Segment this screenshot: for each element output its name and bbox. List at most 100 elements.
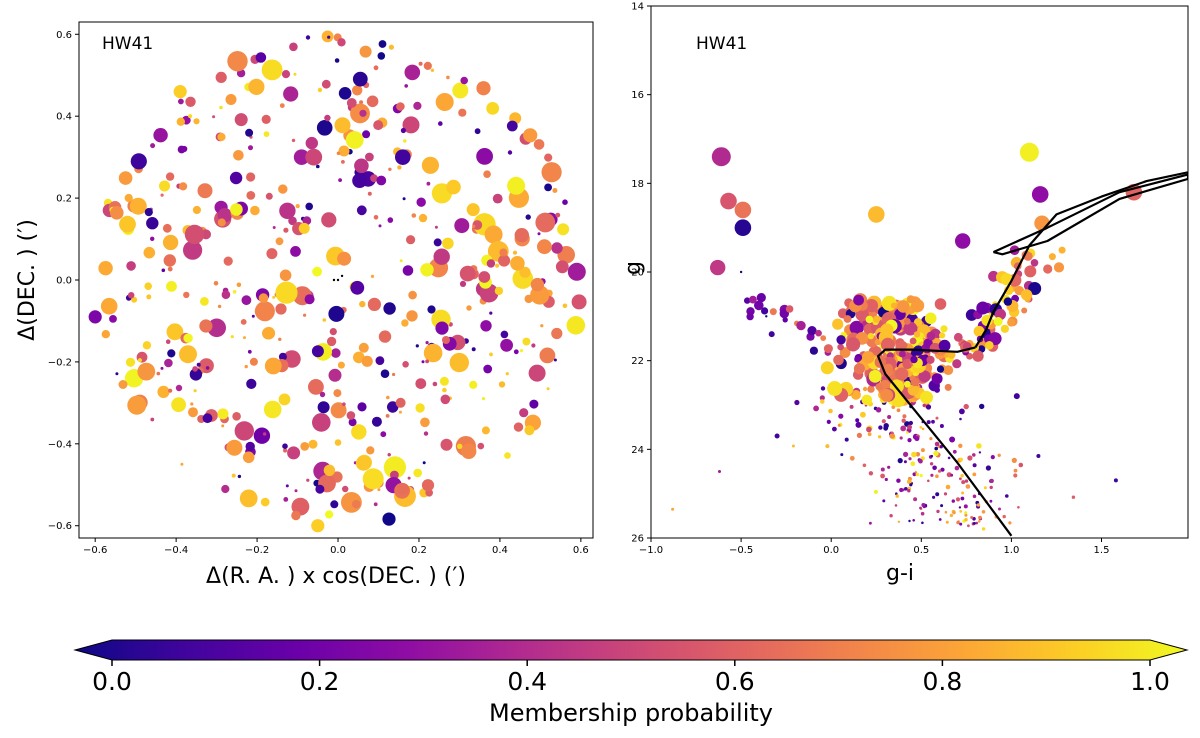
right-point: [1028, 282, 1042, 295]
left-point: [160, 193, 164, 197]
right-point: [959, 417, 962, 421]
left-point: [425, 341, 429, 345]
right-point: [930, 473, 934, 477]
left-point: [427, 305, 436, 314]
right-point: [907, 424, 912, 430]
left-point: [165, 172, 175, 181]
right-x-tick-label: 1.5: [1094, 545, 1110, 556]
left-point: [486, 102, 500, 115]
left-point: [498, 381, 506, 388]
left-point: [278, 393, 291, 406]
right-point: [756, 293, 766, 303]
left-point: [129, 197, 147, 215]
left-point: [248, 78, 265, 95]
left-point: [514, 228, 529, 243]
left-point: [420, 263, 434, 277]
right-point: [827, 381, 843, 396]
right-point: [909, 337, 917, 345]
right-point: [866, 426, 872, 433]
left-point: [253, 427, 271, 444]
right-point: [919, 473, 923, 478]
left-point: [179, 345, 197, 364]
left-point: [329, 328, 337, 336]
right-x-tick-label: 1.0: [1003, 545, 1019, 556]
left-point: [523, 128, 538, 143]
left-point: [489, 311, 493, 315]
left-point: [402, 361, 409, 368]
left-point: [327, 35, 331, 39]
right-point: [813, 405, 819, 412]
left-point: [411, 213, 417, 218]
left-point: [305, 136, 318, 150]
left-point: [446, 75, 450, 80]
left-x-tick-label: 0.0: [330, 545, 346, 556]
right-point: [952, 449, 957, 454]
left-point: [249, 357, 258, 366]
left-point: [245, 441, 255, 452]
left-point: [452, 82, 469, 99]
left-point: [454, 218, 470, 234]
right-point: [898, 350, 906, 358]
left-point: [317, 401, 330, 414]
left-point: [338, 87, 352, 100]
right-point: [833, 354, 844, 366]
colorbar-tick-label: 0.6: [715, 667, 755, 696]
right-point: [947, 456, 951, 460]
left-y-tick-label: 0.4: [56, 112, 72, 123]
right-point: [914, 436, 920, 442]
left-point: [261, 59, 283, 81]
left-point: [245, 128, 254, 137]
right-point: [961, 480, 966, 485]
left-point: [312, 413, 331, 432]
left-point: [239, 489, 258, 508]
left-ticks: −0.6 −0.4 −0.2 0.0 0.2 0.4 0.6 −0.6 −0.4 −0.2 0.0 0…: [48, 30, 589, 556]
right-point: [754, 300, 764, 311]
left-point: [118, 380, 128, 389]
left-point: [338, 178, 342, 183]
left-point: [380, 431, 387, 438]
left-point: [337, 251, 352, 266]
right-point: [989, 485, 993, 490]
right-point: [710, 259, 726, 276]
right-point: [1020, 289, 1033, 301]
right-point: [955, 233, 971, 249]
right-point: [844, 437, 849, 442]
left-point: [279, 103, 285, 108]
right-point: [920, 390, 933, 404]
right-point: [985, 341, 994, 350]
left-point: [261, 114, 271, 124]
right-point: [880, 473, 885, 479]
right-point: [826, 419, 831, 424]
right-point: [815, 329, 822, 337]
left-point: [342, 402, 346, 407]
left-point: [192, 205, 201, 215]
right-point: [936, 509, 940, 514]
right-point: [875, 407, 882, 413]
left-y-axis-label: Δ(DEC. ) (′): [15, 219, 40, 341]
left-point: [423, 343, 443, 363]
left-point: [281, 70, 291, 79]
left-point: [367, 297, 381, 311]
right-point: [1013, 393, 1020, 400]
left-x-tick-label: −0.6: [83, 545, 107, 556]
right-point: [1003, 297, 1013, 306]
right-point: [906, 431, 909, 434]
left-point: [109, 315, 117, 323]
right-ticks: −1.0 −0.5 0.0 0.5 1.0 1.5 14 16 18 20 22 24 26: [631, 2, 1109, 557]
left-point: [287, 446, 301, 460]
left-point: [162, 234, 179, 251]
right-point: [820, 361, 834, 375]
left-point: [494, 286, 504, 296]
left-point: [291, 138, 296, 143]
right-point: [918, 458, 923, 464]
left-point: [356, 205, 367, 216]
right-point: [947, 351, 956, 359]
right-point: [908, 457, 912, 461]
left-point: [442, 336, 450, 344]
left-point: [544, 153, 553, 162]
right-point: [794, 399, 800, 406]
right-point: [868, 206, 885, 223]
left-point: [279, 269, 292, 282]
left-point: [397, 483, 409, 495]
